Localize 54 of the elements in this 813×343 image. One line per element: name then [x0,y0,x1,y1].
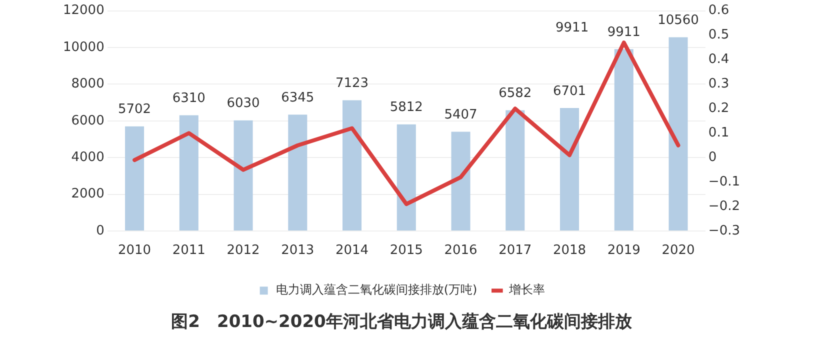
data-label: 10560 [658,13,699,28]
bar [506,110,525,230]
x-tick-label: 2010 [118,243,152,258]
data-label: 6582 [498,86,532,102]
y-tick-label: 4000 [71,150,104,165]
bar [614,49,634,230]
bar [342,100,362,230]
y-tick-label: 12000 [62,3,104,18]
bar [668,37,688,230]
y2-tick-label: −0.2 [708,198,740,214]
bar [560,108,580,230]
data-label: 5812 [390,100,423,116]
y-tick-label: 2000 [71,186,104,202]
y2-tick-label: −0.1 [708,174,740,190]
y2-tick-label: 0.4 [708,52,730,68]
y2-tick-label: 0 [708,150,717,165]
data-label: 5702 [118,102,152,118]
y2-tick-label: 0.2 [708,101,730,116]
data-label: 6345 [281,90,314,106]
bar [234,120,253,230]
y2-tick-label: 0.3 [708,76,730,92]
bar [451,132,470,230]
data-label: 9911 [607,25,640,40]
x-tick-label: 2011 [172,243,206,258]
x-tick-label: 2017 [498,243,532,258]
x-tick-label: 2014 [335,243,369,258]
y2-tick-label: 0.5 [708,28,730,43]
x-tick-label: 2016 [444,243,478,258]
x-tick-label: 2018 [552,243,586,258]
annotation: 9911 [556,20,589,36]
legend-label: 增长率 [508,282,546,297]
y-tick-label: 6000 [71,113,104,128]
x-tick-label: 2020 [662,243,695,258]
legend-label: 电力调入蕴含二氧化碳间接排放(万吨) [276,282,478,297]
bar [396,124,416,230]
x-tick-label: 2019 [607,243,640,258]
y-tick-label: 0 [96,223,104,238]
bar [288,114,308,230]
y-tick-label: 8000 [71,76,104,92]
y2-tick-label: 0.1 [708,126,730,141]
data-label: 5407 [444,108,478,123]
data-label: 6310 [172,91,206,106]
data-label: 6030 [226,96,260,112]
y2-tick-label: −0.3 [708,223,740,238]
data-label: 7123 [335,76,369,92]
bar [125,126,144,230]
data-label: 6701 [552,84,586,99]
x-tick-label: 2012 [226,243,260,258]
text: 图2 2010~2020年河北省电力调入蕴含二氧化碳间接排放 [171,312,633,332]
bar [179,115,198,230]
y-tick-label: 10000 [62,40,104,55]
y2-tick-label: 0.6 [708,3,730,18]
x-tick-label: 2015 [390,243,423,258]
x-tick-label: 2013 [281,243,314,258]
